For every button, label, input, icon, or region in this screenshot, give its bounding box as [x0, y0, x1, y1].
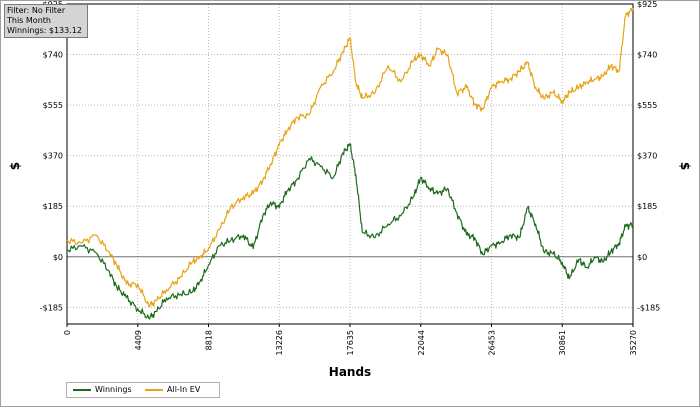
legend-item-allin-ev: All-In EV	[145, 385, 200, 395]
legend-label-winnings: Winnings	[95, 385, 132, 394]
y-tick-label-left: -$185	[40, 303, 63, 312]
x-tick-label: 4409	[134, 330, 143, 350]
y-tick-label-right: $0	[637, 253, 647, 262]
x-tick-label: 0	[63, 330, 72, 335]
filter-info-box: Filter: No Filter This Month Winnings: $…	[4, 4, 88, 38]
legend: Winnings All-In EV	[66, 382, 220, 398]
axis-ticks: 0 4409 8818 13226 17635 22044 26453 30861 35270 -…	[40, 1, 661, 355]
y-tick-label-right: $740	[637, 51, 657, 60]
x-tick-label: 22044	[417, 330, 426, 355]
legend-item-winnings: Winnings	[73, 385, 132, 395]
y-axis-title-left: $	[8, 162, 22, 170]
y-tick-label-right: -$185	[637, 303, 660, 312]
y-tick-label-right: $925	[637, 1, 657, 9]
y-tick-label-left: $555	[43, 101, 63, 110]
y-tick-label-left: $0	[53, 253, 63, 262]
x-tick-label: 8818	[205, 330, 214, 350]
series-line-allin-ev	[66, 7, 634, 308]
x-tick-label: 30861	[558, 330, 567, 355]
y-tick-label-right: $370	[637, 152, 657, 161]
x-tick-label: 35270	[629, 330, 638, 355]
y-tick-label-right: $555	[637, 101, 657, 110]
series-lines	[66, 7, 634, 320]
x-tick-label: 26453	[488, 330, 497, 355]
x-tick-label: 17635	[346, 330, 355, 355]
filter-label: Filter: No Filter	[7, 6, 66, 15]
y-tick-label-right: $185	[637, 202, 657, 211]
legend-label-allin-ev: All-In EV	[167, 385, 201, 394]
legend-swatch-allin-ev	[145, 388, 163, 391]
grid	[66, 3, 634, 324]
winnings-summary: Winnings: $133.12	[7, 26, 82, 35]
series-line-winnings	[66, 143, 634, 320]
legend-swatch-winnings	[73, 388, 91, 391]
y-tick-label-left: $185	[43, 202, 63, 211]
x-axis-title: Hands	[329, 365, 371, 379]
period-label: This Month	[7, 16, 51, 25]
y-tick-label-left: $740	[43, 51, 63, 60]
x-tick-label: 13226	[275, 330, 284, 355]
y-axis-title-right: $	[678, 162, 692, 170]
y-tick-label-left: $370	[43, 152, 63, 161]
